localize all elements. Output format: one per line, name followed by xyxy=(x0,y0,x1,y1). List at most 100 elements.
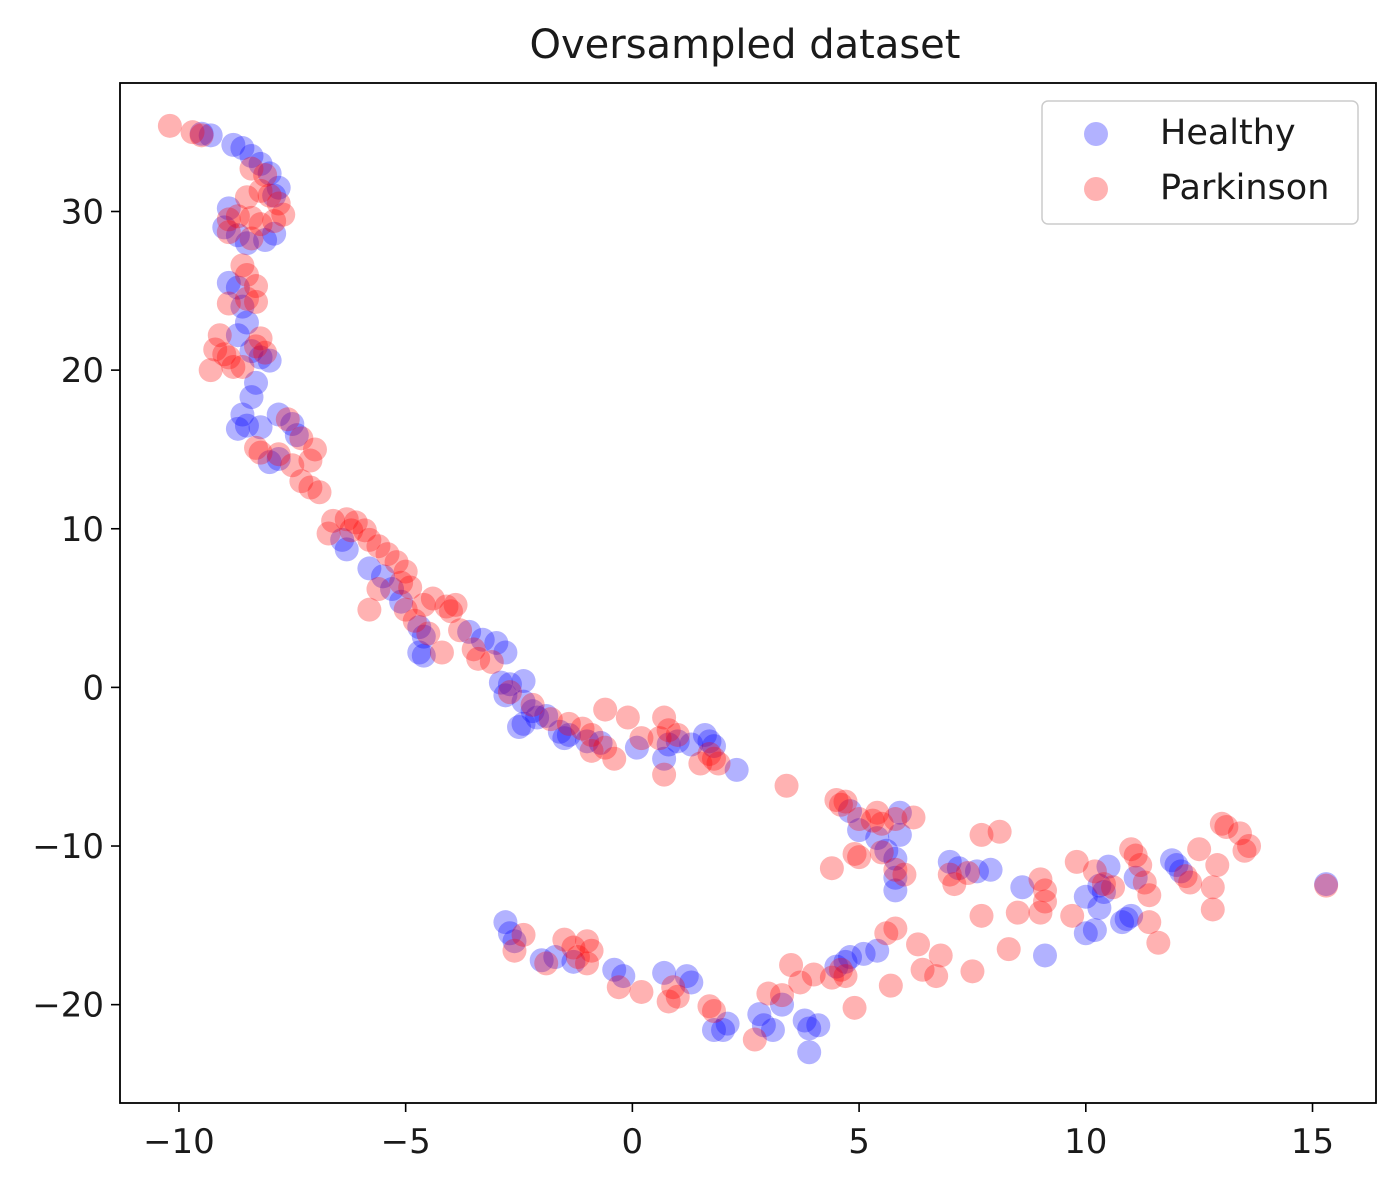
point-healthy xyxy=(257,348,282,373)
point-parkinson xyxy=(928,943,953,968)
point-healthy xyxy=(1087,895,1112,920)
point-parkinson xyxy=(847,807,872,832)
point-healthy xyxy=(266,175,291,200)
point-healthy xyxy=(1073,921,1098,946)
point-parkinson xyxy=(253,163,278,188)
point-parkinson xyxy=(579,722,604,747)
point-healthy xyxy=(547,719,572,744)
point-healthy xyxy=(239,143,264,168)
point-healthy xyxy=(484,630,509,655)
point-healthy xyxy=(1314,872,1339,897)
point-parkinson xyxy=(828,792,853,817)
point-parkinson xyxy=(1173,864,1198,889)
point-parkinson xyxy=(892,862,917,887)
point-parkinson xyxy=(466,646,491,671)
point-parkinson xyxy=(234,286,259,311)
point-parkinson xyxy=(552,927,577,952)
point-parkinson xyxy=(779,952,804,977)
point-parkinson xyxy=(942,872,967,897)
x-tick-label: −10 xyxy=(143,1122,215,1162)
point-parkinson xyxy=(534,951,559,976)
point-parkinson xyxy=(969,822,994,847)
point-healthy xyxy=(1164,853,1189,878)
x-tick-label: −5 xyxy=(381,1122,431,1162)
point-parkinson xyxy=(538,707,563,732)
point-parkinson xyxy=(602,746,627,771)
point-healthy xyxy=(497,672,522,697)
point-healthy xyxy=(262,221,287,246)
point-healthy xyxy=(865,938,890,963)
point-parkinson xyxy=(774,773,799,798)
point-healthy xyxy=(679,970,704,995)
point-parkinson xyxy=(656,718,681,743)
point-parkinson xyxy=(1237,834,1262,859)
point-healthy xyxy=(497,921,522,946)
point-parkinson xyxy=(1028,900,1053,925)
point-healthy xyxy=(470,627,495,652)
point-parkinson xyxy=(1146,930,1171,955)
point-parkinson xyxy=(575,951,600,976)
point-parkinson xyxy=(420,586,445,611)
point-healthy xyxy=(262,183,287,208)
point-parkinson xyxy=(389,570,414,595)
point-healthy xyxy=(411,624,436,649)
point-healthy xyxy=(624,735,649,760)
point-parkinson xyxy=(216,220,241,245)
point-parkinson xyxy=(869,811,894,836)
x-tick-label: 0 xyxy=(622,1122,644,1162)
point-healthy xyxy=(1096,854,1121,879)
point-parkinson xyxy=(230,354,255,379)
point-healthy xyxy=(493,640,518,665)
point-parkinson xyxy=(248,178,273,203)
point-healthy xyxy=(887,822,912,847)
point-parkinson xyxy=(1314,873,1339,898)
y-tick-label: −10 xyxy=(32,827,104,867)
point-healthy xyxy=(874,838,899,863)
point-parkinson xyxy=(969,903,994,928)
legend-box xyxy=(1041,100,1359,225)
point-parkinson xyxy=(665,722,690,747)
point-healthy xyxy=(234,231,259,256)
point-healthy xyxy=(239,385,264,410)
point-parkinson xyxy=(416,621,441,646)
point-healthy xyxy=(216,270,241,295)
point-healthy xyxy=(266,402,291,427)
point-parkinson xyxy=(847,845,872,870)
point-healthy xyxy=(239,339,264,364)
point-healthy xyxy=(1169,859,1194,884)
point-parkinson xyxy=(316,521,341,546)
point-healthy xyxy=(887,800,912,825)
point-parkinson xyxy=(561,935,586,960)
point-healthy xyxy=(679,732,704,757)
point-healthy xyxy=(225,223,250,248)
point-healthy xyxy=(257,450,282,475)
point-parkinson xyxy=(157,113,182,138)
point-parkinson xyxy=(375,542,400,567)
point-parkinson xyxy=(842,995,867,1020)
point-parkinson xyxy=(198,358,223,383)
point-parkinson xyxy=(788,970,813,995)
point-healthy xyxy=(715,1011,740,1036)
point-healthy xyxy=(1082,918,1107,943)
point-healthy xyxy=(770,992,795,1017)
point-parkinson xyxy=(1060,903,1085,928)
point-parkinson xyxy=(1119,837,1144,862)
y-axis-ticks: −20 −10 0 10 20 30 xyxy=(32,192,120,1026)
point-parkinson xyxy=(570,716,595,741)
point-parkinson xyxy=(647,726,672,751)
point-healthy xyxy=(1123,865,1148,890)
point-healthy xyxy=(225,275,250,300)
point-parkinson xyxy=(1032,889,1057,914)
point-parkinson xyxy=(439,599,464,624)
point-healthy xyxy=(230,136,255,161)
point-parkinson xyxy=(697,742,722,767)
point-parkinson xyxy=(275,407,300,432)
y-tick-label: −20 xyxy=(32,986,104,1026)
point-parkinson xyxy=(502,938,527,963)
point-healthy xyxy=(284,423,309,448)
point-healthy xyxy=(225,416,250,441)
point-parkinson xyxy=(257,183,282,208)
point-parkinson xyxy=(298,448,323,473)
point-healthy xyxy=(561,949,586,974)
point-parkinson xyxy=(824,788,849,813)
